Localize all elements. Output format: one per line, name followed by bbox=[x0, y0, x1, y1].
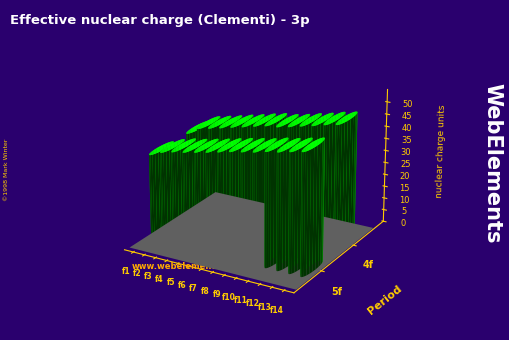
Text: WebElements: WebElements bbox=[482, 83, 501, 243]
Y-axis label: Period: Period bbox=[365, 284, 403, 317]
Text: Effective nuclear charge (Clementi) - 3p: Effective nuclear charge (Clementi) - 3p bbox=[10, 14, 309, 27]
Text: ©1998 Mark Winter: ©1998 Mark Winter bbox=[4, 139, 9, 201]
